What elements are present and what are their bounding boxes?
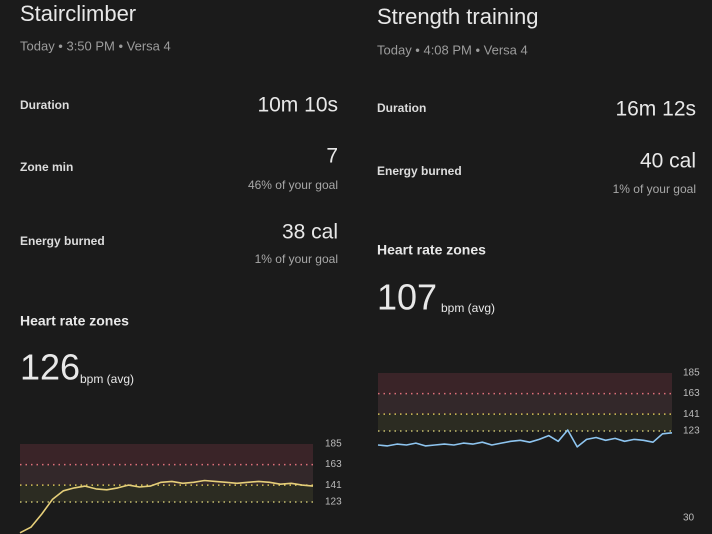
stat-label: Energy burned <box>377 164 462 178</box>
stat-value: 40 cal <box>640 150 696 173</box>
heart-rate-line <box>19 479 314 534</box>
subtitle: Today • 4:08 PM • Versa 4 <box>377 42 528 57</box>
subtitle: Today • 3:50 PM • Versa 4 <box>20 38 171 53</box>
stat-label: Duration <box>20 98 69 112</box>
y-tick-label: 185 <box>325 439 342 450</box>
y-tick-label: 185 <box>683 368 700 379</box>
stat-note: 46% of your goal <box>248 178 338 192</box>
title: Strength training <box>377 4 538 29</box>
title: Stairclimber <box>20 1 136 26</box>
stat-value: 7 <box>326 145 338 168</box>
section-heading: Heart rate zones <box>20 313 129 329</box>
stat-label: Zone min <box>20 160 73 174</box>
y-tick-label: 163 <box>325 459 342 470</box>
y-tick-label: 141 <box>683 409 700 420</box>
stat-value: 10m 10s <box>257 94 338 117</box>
stat-note: 1% of your goal <box>613 182 696 196</box>
stat-label: Energy burned <box>20 234 105 248</box>
stat-value: 16m 12s <box>615 98 696 121</box>
zone-band <box>378 414 672 431</box>
y-tick-label: 30 <box>683 513 695 524</box>
heart-rate-avg: 107 <box>377 277 437 318</box>
zone-band <box>378 373 672 394</box>
zone-band <box>20 464 313 486</box>
y-tick-label: 123 <box>325 497 342 508</box>
zone-band <box>20 485 313 502</box>
heart-rate-unit: bpm (avg) <box>80 372 134 386</box>
stat-value: 38 cal <box>282 221 338 244</box>
y-tick-label: 123 <box>683 426 700 437</box>
section-heading: Heart rate zones <box>377 242 486 258</box>
stat-label: Duration <box>377 101 426 115</box>
heart-rate-unit: bpm (avg) <box>441 301 495 315</box>
heart-rate-avg: 126 <box>20 347 80 388</box>
stat-note: 1% of your goal <box>255 252 338 266</box>
zone-band <box>20 444 313 465</box>
heart-rate-line <box>377 429 673 448</box>
zone-band <box>378 393 672 415</box>
y-tick-label: 163 <box>683 388 700 399</box>
y-tick-label: 141 <box>325 480 342 491</box>
